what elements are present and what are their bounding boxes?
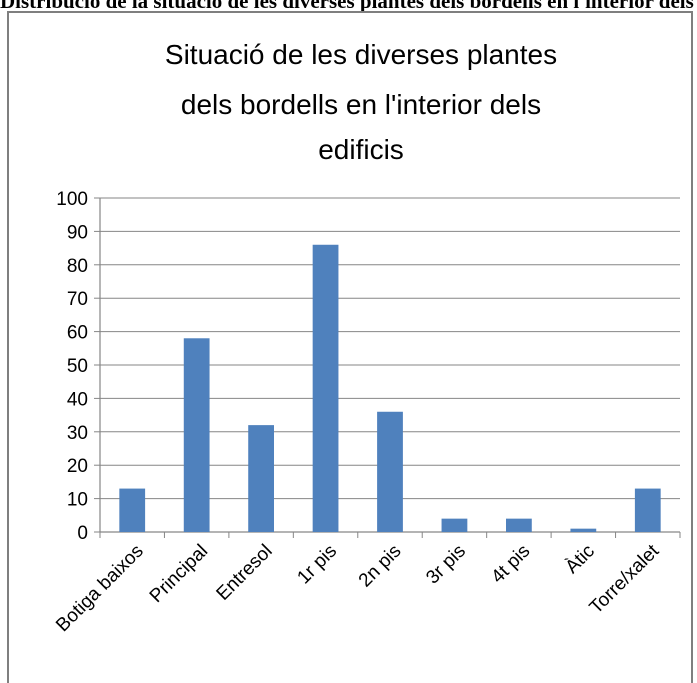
x-tick-label: Botiga baixos — [52, 541, 148, 637]
bar — [570, 528, 597, 532]
x-tick-label: Principal — [146, 541, 212, 607]
bar — [248, 425, 274, 532]
bar — [183, 338, 210, 532]
bar — [312, 244, 339, 532]
y-tick-label: 70 — [67, 289, 88, 310]
y-tick-label: 10 — [67, 490, 88, 511]
bar — [377, 411, 403, 532]
y-tick-label: 0 — [77, 523, 88, 544]
x-tick-label: Torre/xalet — [586, 540, 664, 618]
x-tick-label: 1r pis — [293, 541, 341, 589]
x-tick-label: 3r pis — [422, 541, 470, 589]
y-tick-label: 80 — [67, 256, 88, 277]
chart-title-line: Situació de les diverses plantes — [165, 39, 557, 70]
bar — [506, 518, 532, 532]
chart-title-line: edificis — [318, 134, 404, 165]
x-tick-label: 4t pis — [487, 541, 534, 588]
x-tick-label: Entresol — [213, 541, 277, 605]
y-tick-label: 30 — [67, 423, 88, 444]
y-tick-label: 20 — [67, 456, 88, 477]
chart-title-line: dels bordells en l'interior dels — [181, 89, 541, 120]
bar — [634, 488, 661, 532]
bar — [119, 488, 146, 532]
y-tick-label: 50 — [67, 356, 88, 377]
y-tick-label: 60 — [67, 323, 88, 344]
x-tick-label: 2n pis — [355, 541, 406, 592]
y-tick-label: 100 — [56, 189, 88, 210]
x-tick-label: Àtic — [562, 541, 599, 578]
bar — [441, 518, 468, 532]
y-tick-label: 90 — [67, 222, 88, 243]
chart-frame — [7, 11, 693, 683]
figure-caption: Distribució de la situació de les divers… — [0, 0, 697, 13]
y-tick-label: 40 — [67, 389, 88, 410]
